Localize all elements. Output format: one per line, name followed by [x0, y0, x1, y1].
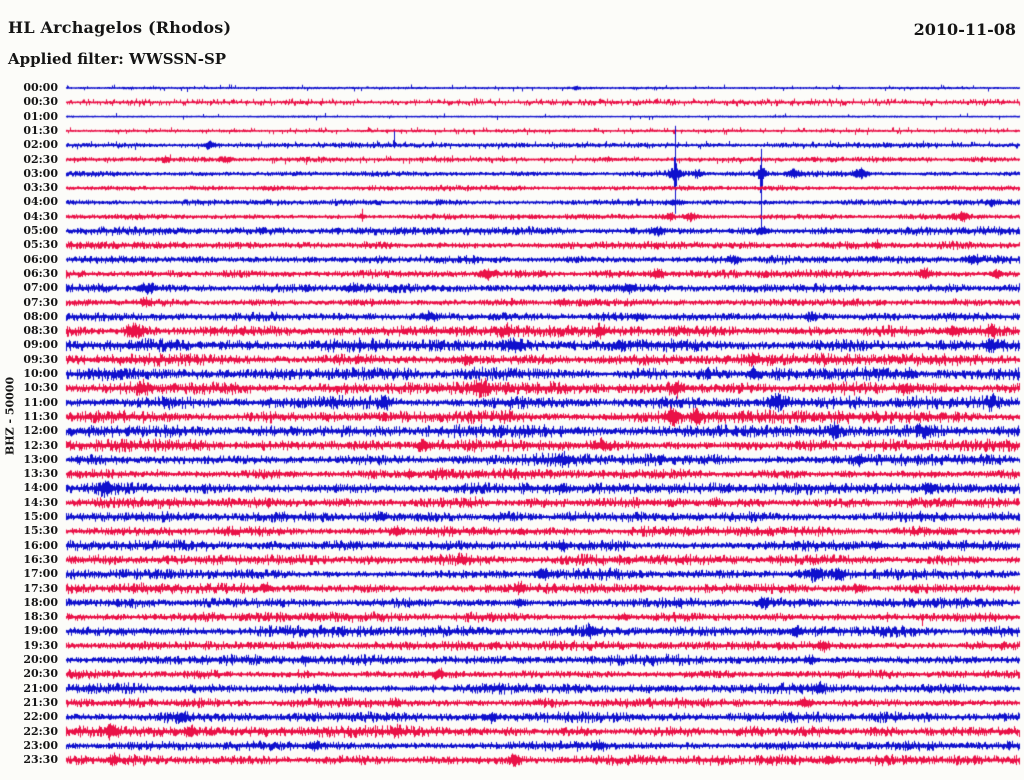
time-label: 02:00: [23, 138, 58, 152]
time-label: 14:30: [23, 495, 58, 509]
time-label: 15:00: [23, 510, 58, 523]
time-label: 03:30: [23, 181, 58, 195]
time-label: 00:30: [23, 95, 58, 109]
time-label: 08:30: [23, 324, 58, 338]
time-label: 11:00: [23, 395, 58, 409]
time-label: 14:00: [23, 481, 58, 495]
time-label: 06:30: [23, 266, 58, 280]
time-label: 18:30: [23, 610, 58, 624]
time-label: 21:00: [23, 681, 58, 695]
time-label: 06:00: [23, 252, 58, 266]
time-label: 01:00: [23, 109, 58, 123]
time-label: 01:30: [23, 123, 58, 137]
time-label: 17:30: [23, 581, 58, 595]
time-label: 12:30: [23, 438, 58, 452]
time-label: 16:30: [23, 552, 58, 566]
time-label: 20:00: [23, 653, 58, 666]
time-label: 10:00: [23, 367, 58, 380]
time-label: 17:00: [23, 567, 58, 581]
time-label: 09:30: [23, 352, 58, 366]
time-label: 10:30: [23, 381, 58, 395]
time-label: 13:30: [23, 467, 58, 481]
time-label: 22:00: [23, 710, 58, 724]
time-label: 03:00: [23, 166, 58, 180]
time-label: 22:30: [23, 724, 58, 738]
time-label: 18:00: [23, 595, 58, 609]
time-label: 12:00: [23, 424, 58, 438]
time-label: 09:00: [23, 338, 58, 352]
time-label: 16:00: [23, 538, 58, 552]
time-label: 05:30: [23, 238, 58, 252]
time-label: 15:30: [23, 524, 58, 538]
time-label: 07:30: [23, 295, 58, 309]
time-label: 19:00: [23, 624, 58, 638]
time-label: 23:30: [23, 753, 58, 767]
time-label: 08:00: [23, 309, 58, 323]
time-label: 19:30: [23, 638, 58, 652]
time-label: 13:00: [23, 452, 58, 466]
time-label: 20:30: [23, 667, 58, 681]
time-label: 11:30: [23, 409, 58, 423]
time-label: 05:00: [23, 224, 58, 237]
time-label: 21:30: [23, 695, 58, 709]
time-label: 23:00: [23, 738, 58, 752]
time-label: 04:30: [23, 209, 58, 223]
time-label: 02:30: [23, 152, 58, 166]
time-label: 00:00: [23, 81, 58, 94]
time-label: 07:00: [23, 281, 58, 295]
time-label: 04:00: [23, 195, 58, 209]
